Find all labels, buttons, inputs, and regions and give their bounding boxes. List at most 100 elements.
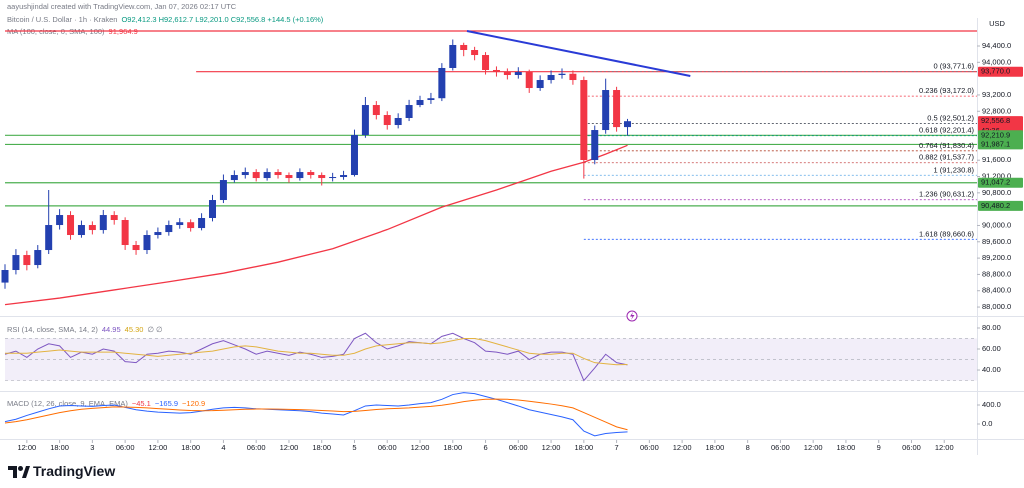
candle-body xyxy=(176,222,184,226)
symbol-line: Bitcoin / U.S. Dollar · 1h · Kraken O92,4… xyxy=(7,15,324,24)
price-label-box xyxy=(978,66,1023,77)
candle-body xyxy=(274,172,282,176)
y-tick-label: 88,400.0 xyxy=(982,286,1011,295)
x-tick-label: 12:00 xyxy=(280,443,299,452)
indicator-value: ∅ ∅ xyxy=(147,325,163,334)
x-tick-label: 06:00 xyxy=(640,443,659,452)
indicator-value: 45.30 xyxy=(125,325,144,334)
candle-body xyxy=(230,175,238,181)
indicator-name: MACD (12, 26, close, 9, EMA, EMA) xyxy=(7,399,128,408)
fib-label: 0.618 (92,201.4) xyxy=(919,126,975,135)
x-tick-label: 18:00 xyxy=(574,443,593,452)
x-tick-label: 06:00 xyxy=(902,443,921,452)
price-label: 92,556.8 xyxy=(981,116,1010,125)
candle-body xyxy=(198,218,206,229)
x-tick-label: 6 xyxy=(483,443,487,452)
indicator-title: MACD (12, 26, close, 9, EMA, EMA) −45.1 −1… xyxy=(7,399,205,408)
indicator-title: RSI (14, close, SMA, 14, 2) 44.95 45.30 ∅ ∅ xyxy=(7,325,163,334)
fib-label: 0.5 (92,501.2) xyxy=(927,113,974,122)
alert-icon xyxy=(626,310,638,322)
price-label: 93,770.0 xyxy=(981,67,1010,76)
x-tick-label: 18:00 xyxy=(705,443,724,452)
x-tick-label: 3 xyxy=(90,443,94,452)
candle-body xyxy=(285,175,293,179)
candle-body xyxy=(492,69,500,73)
ohlc: O92,412.3 H92,612.7 L92,201.0 C92,556.8 … xyxy=(121,15,323,24)
y-tick-label: 94,400.0 xyxy=(982,41,1011,50)
candle-body xyxy=(525,72,533,89)
candle-body xyxy=(252,172,260,179)
fib-label: 1.618 (89,660.6) xyxy=(919,229,975,238)
candle-body xyxy=(558,73,566,76)
candle-body xyxy=(405,105,413,118)
x-tick-label: 8 xyxy=(746,443,750,452)
y-tick-label: 92,800.0 xyxy=(982,106,1011,115)
price-label-box xyxy=(978,177,1023,188)
candle-body xyxy=(307,172,315,176)
candle-body xyxy=(591,130,599,161)
x-tick-label: 12:00 xyxy=(542,443,561,452)
fib-label: 1.236 (90,631.2) xyxy=(919,190,975,199)
price-label: 91,047.2 xyxy=(981,178,1010,187)
fib-label: 0.882 (91,537.7) xyxy=(919,153,975,162)
moving-average xyxy=(4,144,628,306)
y-tick-label: 40.00 xyxy=(982,365,1001,374)
candle-body xyxy=(45,225,53,251)
y-tick-label: 91,600.0 xyxy=(982,155,1011,164)
candle-body xyxy=(318,175,326,179)
candle-body xyxy=(569,73,577,81)
candle-body xyxy=(602,90,610,131)
candle-body xyxy=(219,180,227,201)
candle-body xyxy=(372,105,380,116)
candle-body xyxy=(536,80,544,89)
trendline xyxy=(466,30,691,78)
candle-body xyxy=(121,220,129,246)
y-tick-label: 89,200.0 xyxy=(982,253,1011,262)
indicator-value: −45.1 xyxy=(132,399,151,408)
x-tick-label: 18:00 xyxy=(443,443,462,452)
candle-body xyxy=(165,225,173,233)
candle-body xyxy=(350,135,358,176)
author-line: aayushjindal created with TradingView.co… xyxy=(7,2,237,11)
x-tick-label: 06:00 xyxy=(247,443,266,452)
y-tick-label: 88,000.0 xyxy=(982,302,1011,311)
y-tick-label: 90,000.0 xyxy=(982,220,1011,229)
x-tick-label: 12:00 xyxy=(935,443,954,452)
candle-body xyxy=(449,44,457,68)
x-tick-label: 18:00 xyxy=(312,443,331,452)
candle-body xyxy=(503,72,511,76)
candle-body xyxy=(209,200,217,219)
candle-body xyxy=(296,172,304,179)
fib-label: 0.764 (91,830.4) xyxy=(919,141,975,150)
indicator-line xyxy=(4,392,628,437)
y-tick-label: 88,800.0 xyxy=(982,269,1011,278)
candle-body xyxy=(99,215,107,231)
candle-body xyxy=(241,172,249,176)
logo: TradingView xyxy=(8,463,115,479)
indicator-line xyxy=(5,338,628,366)
candle-body xyxy=(438,67,446,99)
candle-body xyxy=(340,175,348,178)
candle-body xyxy=(263,172,271,179)
candle-body xyxy=(547,75,555,81)
price-label-box xyxy=(978,200,1023,211)
candle-body xyxy=(514,72,522,76)
x-tick-label: 18:00 xyxy=(837,443,856,452)
candle-body xyxy=(1,270,9,283)
candle-body xyxy=(624,121,632,128)
candle-body xyxy=(383,115,391,126)
candle-body xyxy=(394,117,402,126)
x-tick-label: 12:00 xyxy=(411,443,430,452)
candle-body xyxy=(56,215,64,226)
indicator-value: −120.9 xyxy=(182,399,205,408)
y-tick-label: 93,200.0 xyxy=(982,90,1011,99)
y-tick-label: 89,600.0 xyxy=(982,237,1011,246)
x-tick-label: 12:00 xyxy=(149,443,168,452)
candle-body xyxy=(361,105,369,136)
candle-body xyxy=(34,250,42,266)
x-tick-label: 18:00 xyxy=(50,443,69,452)
